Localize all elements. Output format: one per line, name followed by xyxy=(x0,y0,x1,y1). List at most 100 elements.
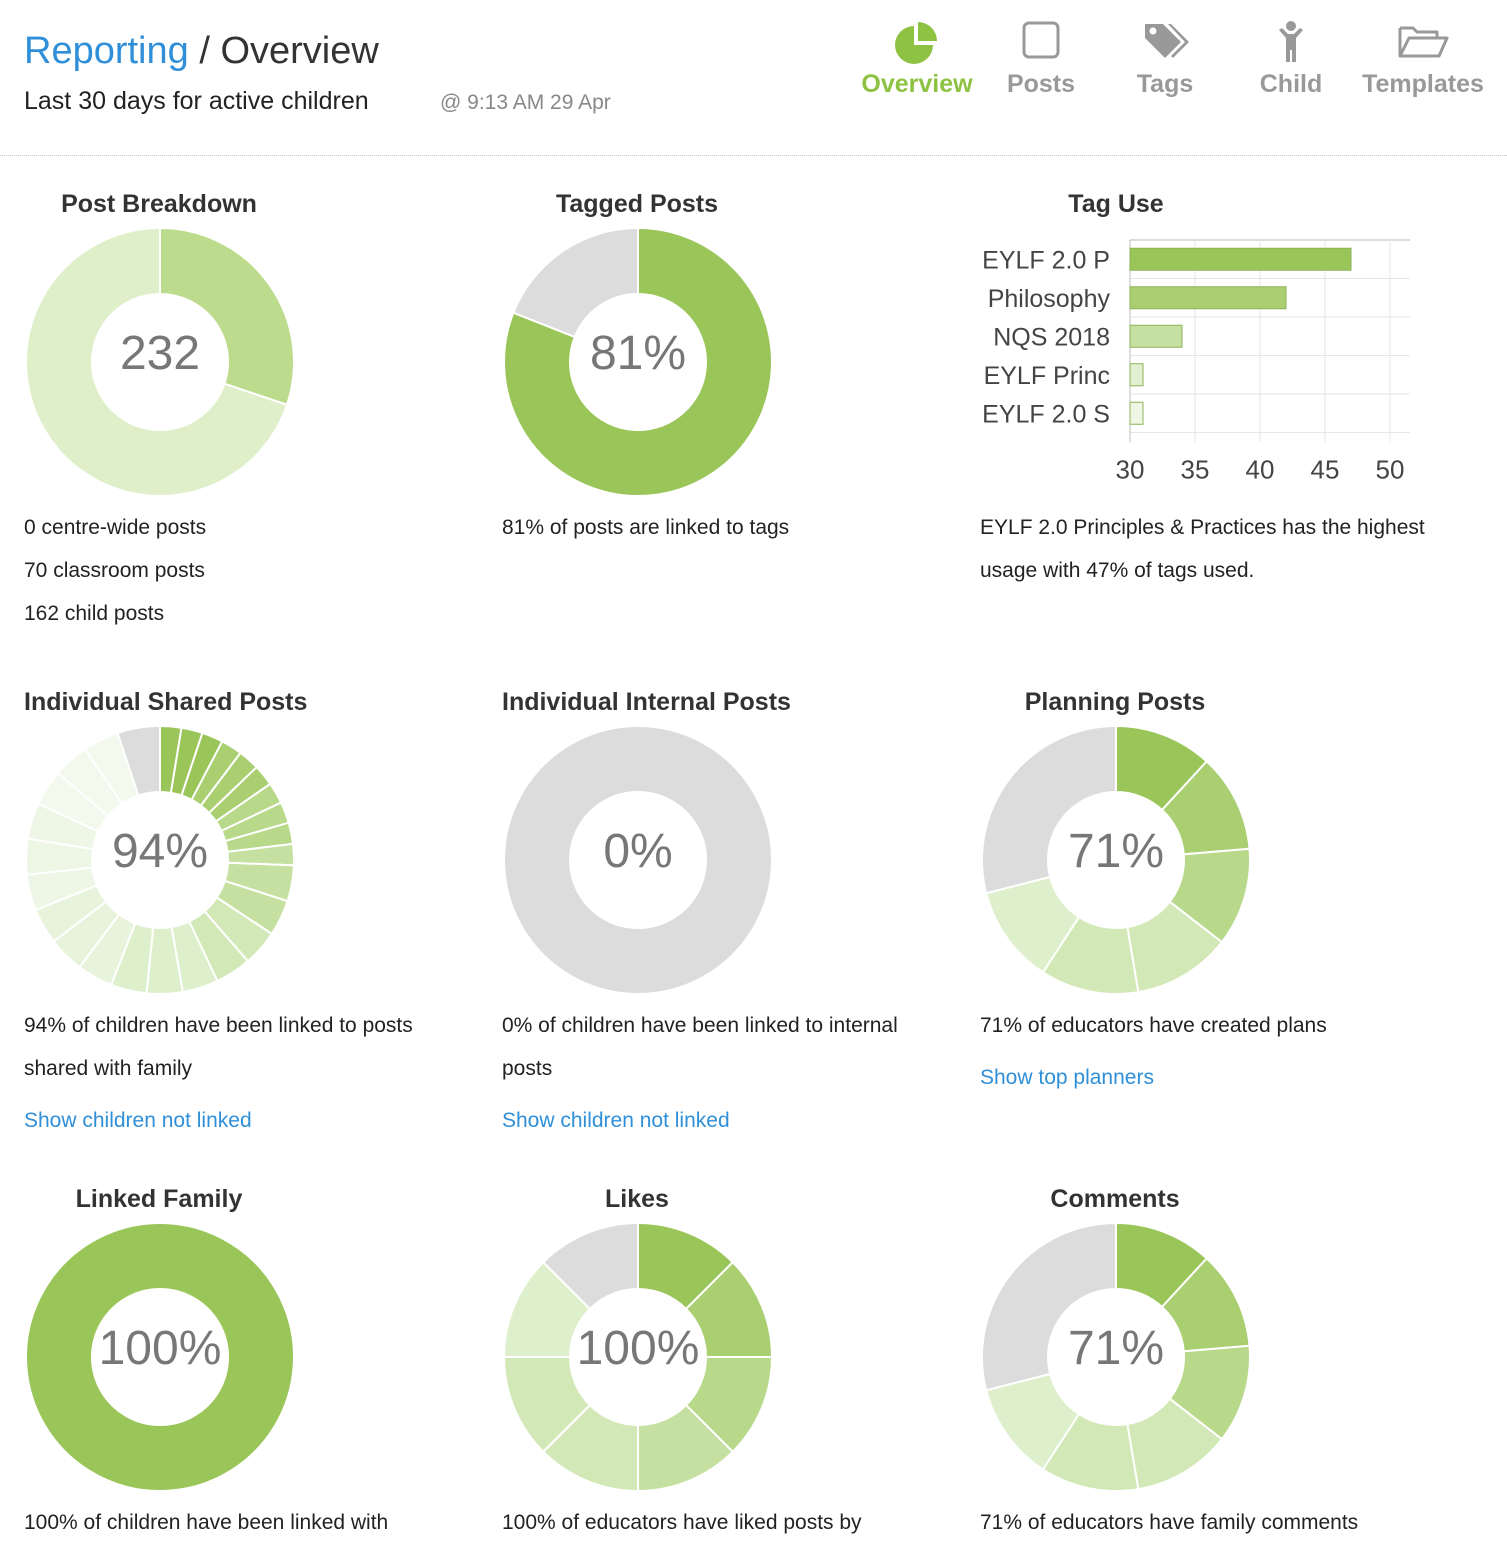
card-description: 0% of children have been linked to inter… xyxy=(502,1004,952,1142)
card-title: Post Breakdown xyxy=(61,190,257,218)
tab-templates[interactable]: Templates xyxy=(1358,18,1488,99)
card-description: 71% of educators have created plans Show… xyxy=(980,1004,1430,1099)
x-tick-label: 30 xyxy=(1116,455,1145,485)
individual-internal-donut xyxy=(502,725,773,995)
tab-posts[interactable]: Posts xyxy=(976,18,1106,99)
tab-overview[interactable]: Overview xyxy=(852,18,982,99)
card-individual-internal-posts: Individual Internal Posts 0% 0% of child… xyxy=(502,688,962,1138)
card-individual-shared-posts: Individual Shared Posts 94% 94% of child… xyxy=(24,688,484,1138)
desc-line: 100% of children have been linked with xyxy=(24,1511,389,1534)
donut-slice xyxy=(24,1222,295,1492)
desc-line: 100% of educators have liked posts by xyxy=(502,1511,862,1534)
card-description: EYLF 2.0 Principles & Practices has the … xyxy=(980,506,1430,592)
card-title: Tagged Posts xyxy=(555,190,719,218)
donut-center-value: 81% xyxy=(589,327,687,380)
donut-center-value: 100% xyxy=(98,1322,222,1375)
card-description: 100% of educators have liked posts by xyxy=(502,1501,952,1544)
card-comments: Comments 71% 71% of educators have famil… xyxy=(980,1185,1440,1536)
y-category-label: Philosophy xyxy=(988,285,1111,313)
card-title: Likes xyxy=(605,1185,669,1213)
bar xyxy=(1129,286,1287,310)
donut-slice xyxy=(25,226,289,497)
donut-center-value: 94% xyxy=(111,825,209,878)
show-top-planners-link[interactable]: Show top planners xyxy=(980,1066,1154,1089)
tags-icon xyxy=(1145,24,1189,58)
card-title: Comments xyxy=(1050,1185,1180,1213)
card-description: 81% of posts are linked to tags xyxy=(502,506,952,549)
y-category-label: NQS 2018 xyxy=(993,323,1110,351)
breadcrumb: Reporting / Overview xyxy=(24,30,379,73)
tab-templates-label: Templates xyxy=(1362,70,1484,98)
donut-center-value: 0% xyxy=(603,825,673,878)
y-category-label: EYLF 2.0 P xyxy=(982,246,1110,274)
desc-line: 70 classroom posts xyxy=(24,559,205,582)
tab-child-label: Child xyxy=(1259,70,1323,98)
y-category-label: EYLF 2.0 S xyxy=(982,400,1110,428)
page-header: Reporting / Overview Last 30 days for ac… xyxy=(0,0,1507,156)
desc-line: 162 child posts xyxy=(24,602,165,625)
x-tick-label: 35 xyxy=(1181,455,1210,485)
page-subtitle: Last 30 days for active children xyxy=(24,87,369,115)
tab-posts-label: Posts xyxy=(1006,70,1076,98)
bar xyxy=(1129,363,1144,387)
x-tick-label: 50 xyxy=(1376,455,1405,485)
card-title: Planning Posts xyxy=(1024,688,1206,716)
donut-center-value: 100% xyxy=(576,1322,700,1375)
donut-slice xyxy=(502,725,773,995)
card-description: 100% of children have been linked with xyxy=(24,1501,474,1544)
show-children-not-linked-link[interactable]: Show children not linked xyxy=(502,1109,730,1132)
card-description: 71% of educators have family comments xyxy=(980,1501,1430,1544)
individual-shared-donut xyxy=(25,724,295,995)
pie-chart-icon xyxy=(895,22,937,64)
card-linked-family: Linked Family 100% 100% of children have… xyxy=(24,1185,484,1536)
card-planning-posts: Planning Posts 71% 71% of educators have… xyxy=(980,688,1440,1138)
tagged-posts-donut xyxy=(503,226,773,497)
donut-slice xyxy=(159,226,295,407)
x-tick-label: 45 xyxy=(1311,455,1340,485)
bar xyxy=(1129,247,1352,271)
card-tagged-posts: Tagged Posts 81% 81% of posts are linked… xyxy=(502,190,962,640)
report-timestamp: @ 9:13 AM 29 Apr xyxy=(440,91,611,114)
donut-center-value: 232 xyxy=(119,327,201,380)
card-description: 0 centre-wide posts 70 classroom posts 1… xyxy=(24,506,474,635)
tab-tags-label: Tags xyxy=(1136,70,1194,98)
tab-child[interactable]: Child xyxy=(1226,18,1356,99)
post-breakdown-donut xyxy=(25,226,295,497)
tag-use-bar-chart: 30 35 40 45 50 EYLF 2.0 P Philosophy NQS 2018 EY… xyxy=(982,239,1410,485)
square-icon xyxy=(1022,21,1060,59)
tab-overview-label: Overview xyxy=(861,70,973,98)
show-children-not-linked-link[interactable]: Show children not linked xyxy=(24,1109,252,1132)
desc-line: 94% of children have been linked to post… xyxy=(24,1014,413,1080)
desc-line: 71% of educators have created plans xyxy=(980,1014,1327,1037)
donut-center-value: 71% xyxy=(1067,825,1165,878)
desc-line: 71% of educators have family comments xyxy=(980,1511,1359,1534)
donut-slice xyxy=(512,226,639,339)
card-likes: Likes 100% 100% of educators have liked … xyxy=(502,1185,962,1536)
tab-tags[interactable]: Tags xyxy=(1100,18,1230,99)
donut-slice xyxy=(981,1221,1117,1392)
desc-line: EYLF 2.0 Principles & Practices has the … xyxy=(980,516,1425,582)
page-title: Overview xyxy=(220,30,379,72)
card-title: Linked Family xyxy=(75,1185,243,1213)
planning-posts-donut xyxy=(981,724,1251,995)
likes-donut xyxy=(502,1221,774,1493)
donut-slice xyxy=(503,226,773,497)
x-tick-label: 40 xyxy=(1246,455,1275,485)
bar xyxy=(1129,401,1144,425)
card-description: 94% of children have been linked to post… xyxy=(24,1004,474,1142)
folder-open-icon xyxy=(1398,26,1449,58)
donut-slice xyxy=(981,724,1117,895)
card-tag-use: Tag Use 30 35 40 45 50 EYLF 2.0 P Philosophy NQ… xyxy=(980,190,1440,640)
card-title: Individual Shared Posts xyxy=(24,688,308,716)
breadcrumb-reporting-link[interactable]: Reporting xyxy=(24,30,189,72)
y-category-label: EYLF Princ xyxy=(984,362,1110,390)
card-title: Tag Use xyxy=(1068,190,1164,218)
child-icon xyxy=(1279,21,1303,62)
card-post-breakdown: Post Breakdown 232 0 centre-wide posts 7… xyxy=(24,190,484,640)
linked-family-donut xyxy=(24,1222,295,1492)
desc-line: 0% of children have been linked to inter… xyxy=(502,1014,898,1080)
report-nav: Overview Posts Tags Child xyxy=(850,18,1500,118)
desc-line: 0 centre-wide posts xyxy=(24,516,207,539)
donut-slice xyxy=(541,1221,639,1311)
donut-slice xyxy=(116,724,161,797)
